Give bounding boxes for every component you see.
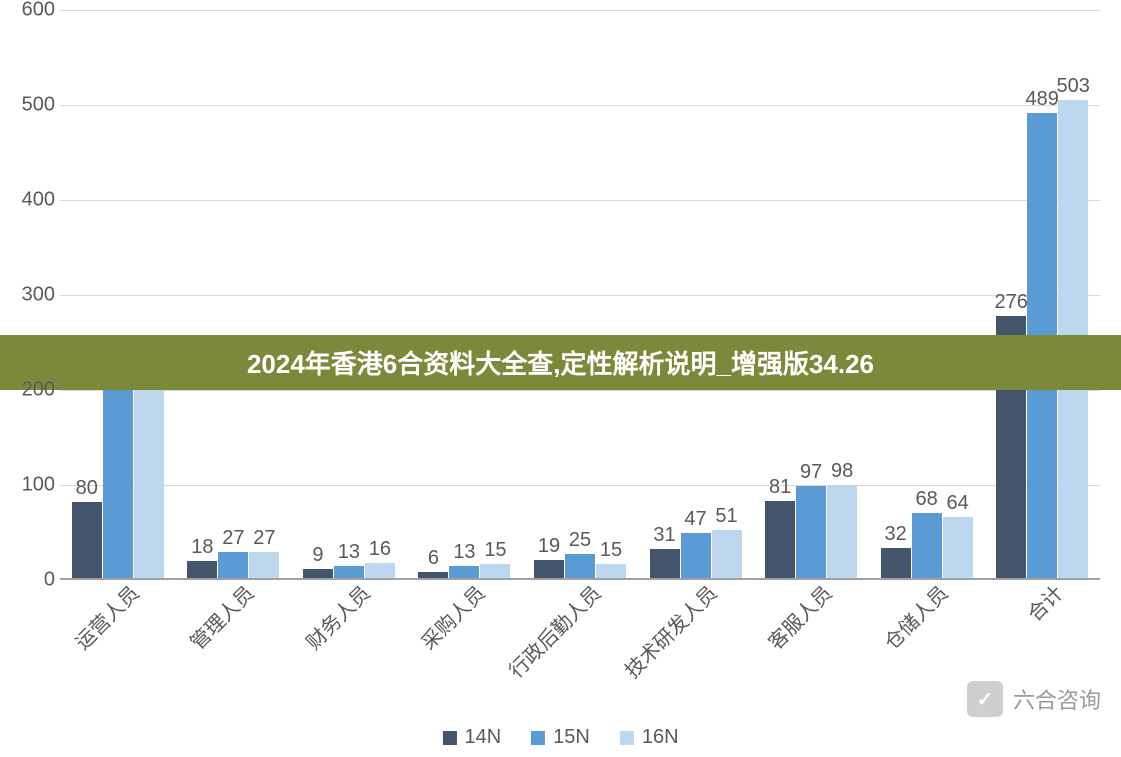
gridline [60, 200, 1100, 201]
bar: 80 [72, 502, 102, 578]
bar-group: 91316 [303, 563, 395, 578]
bar-value-label: 27 [253, 527, 275, 550]
plot-area: 8019921718272791316613151925153147518197… [60, 10, 1100, 580]
bar-value-label: 503 [1057, 75, 1090, 98]
bar: 27 [218, 552, 248, 578]
bar: 9 [303, 569, 333, 578]
ytick-label: 500 [5, 94, 55, 117]
ytick-label: 600 [5, 0, 55, 22]
legend-swatch [531, 731, 545, 745]
bar-group: 314751 [650, 530, 742, 578]
legend-label: 16N [642, 726, 679, 749]
chart-container: 8019921718272791316613151925153147518197… [60, 10, 1100, 600]
gridline [60, 390, 1100, 391]
bar: 81 [765, 501, 795, 578]
bar: 13 [334, 566, 364, 578]
gridline [60, 295, 1100, 296]
legend-swatch [442, 731, 456, 745]
bar-group: 61315 [418, 564, 510, 578]
bar-value-label: 6 [428, 547, 439, 570]
bar-value-label: 31 [653, 524, 675, 547]
bar-group: 326864 [881, 513, 973, 578]
bar-group: 182727 [187, 552, 279, 578]
legend-label: 15N [553, 726, 590, 749]
legend: 14N 15N 16N [442, 726, 678, 749]
bar: 19 [534, 560, 564, 578]
bar: 47 [681, 533, 711, 578]
bar-value-label: 68 [916, 488, 938, 511]
bar: 15 [480, 564, 510, 578]
legend-label: 14N [464, 726, 501, 749]
wechat-icon: ✓ [967, 681, 1003, 717]
bar: 31 [650, 549, 680, 578]
ytick-label: 100 [5, 474, 55, 497]
bar: 97 [796, 486, 826, 578]
bar-value-label: 19 [538, 535, 560, 558]
bar: 27 [249, 552, 279, 578]
bar-value-label: 18 [191, 536, 213, 559]
bar-value-label: 25 [569, 529, 591, 552]
bar: 217 [134, 372, 164, 578]
bar-value-label: 27 [222, 527, 244, 550]
watermark: ✓ 六合咨询 [967, 681, 1101, 717]
bar: 64 [943, 517, 973, 578]
bar-value-label: 276 [995, 291, 1028, 314]
bar: 15 [596, 564, 626, 578]
ytick-label: 300 [5, 284, 55, 307]
watermark-text: 六合咨询 [1013, 683, 1101, 715]
bar-value-label: 51 [715, 505, 737, 528]
bar: 13 [449, 566, 479, 578]
bar-value-label: 489 [1026, 88, 1059, 111]
bar-value-label: 98 [831, 460, 853, 483]
bar: 98 [827, 485, 857, 578]
bar-value-label: 15 [484, 539, 506, 562]
bar: 18 [187, 561, 217, 578]
bar-value-label: 13 [338, 541, 360, 564]
gridline [60, 10, 1100, 11]
gridline [60, 105, 1100, 106]
bar-value-label: 81 [769, 476, 791, 499]
bar-value-label: 32 [885, 523, 907, 546]
bar-value-label: 9 [312, 544, 323, 567]
bar-value-label: 47 [684, 508, 706, 531]
legend-swatch [620, 731, 634, 745]
ytick-label: 400 [5, 189, 55, 212]
bar-group: 192515 [534, 554, 626, 578]
ytick-label: 200 [5, 379, 55, 402]
overlay-text: 2024年香港6合资料大全查,定性解析说明_增强版34.26 [247, 344, 874, 381]
overlay-banner: 2024年香港6合资料大全查,定性解析说明_增强版34.26 [0, 335, 1121, 390]
bar: 16 [365, 563, 395, 578]
bar-group: 819798 [765, 485, 857, 578]
bar: 32 [881, 548, 911, 578]
bar: 199 [103, 389, 133, 578]
bar: 25 [565, 554, 595, 578]
bar: 51 [712, 530, 742, 578]
bar-value-label: 13 [453, 541, 475, 564]
legend-item: 16N [620, 726, 679, 749]
bar-value-label: 15 [600, 539, 622, 562]
bar-group: 80199217 [72, 372, 164, 578]
bar-value-label: 97 [800, 461, 822, 484]
bar: 68 [912, 513, 942, 578]
legend-item: 14N [442, 726, 501, 749]
bar: 6 [418, 572, 448, 578]
bar-value-label: 16 [369, 538, 391, 561]
ytick-label: 0 [5, 569, 55, 592]
gridline [60, 485, 1100, 486]
bar-value-label: 80 [76, 477, 98, 500]
bar-value-label: 64 [947, 492, 969, 515]
legend-item: 15N [531, 726, 590, 749]
